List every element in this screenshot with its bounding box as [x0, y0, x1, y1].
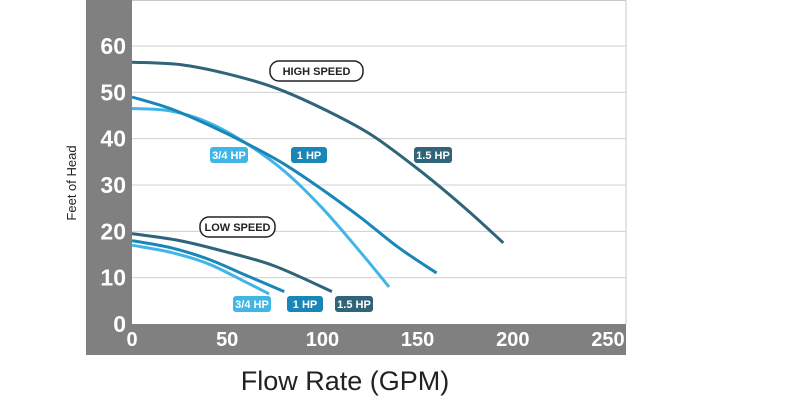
series-lines [131, 60, 505, 296]
svg-text:LOW SPEED: LOW SPEED [204, 222, 270, 234]
low-speed-series-1 [131, 239, 285, 293]
high-speed-series-2 [131, 60, 505, 245]
x-tick-label: 150 [401, 329, 434, 351]
y-tick-label: 50 [100, 79, 126, 105]
svg-text:1.5 HP: 1.5 HP [416, 150, 450, 162]
svg-text:3/4 HP: 3/4 HP [212, 150, 246, 162]
high-1-5hp-tag: 1.5 HP [414, 147, 452, 163]
x-tick-labels: 0 50 100 150 200 250 [126, 329, 624, 351]
gridlines [132, 45, 626, 279]
y-tick-label: 10 [100, 265, 126, 291]
x-tick-label: 50 [216, 329, 238, 351]
low-speed-series-0 [131, 243, 270, 296]
svg-text:1 HP: 1 HP [293, 299, 317, 311]
y-tick-label: 20 [100, 218, 126, 244]
low-speed-label: LOW SPEED [199, 216, 276, 238]
x-axis-band [86, 324, 626, 355]
y-axis-band [86, 0, 132, 355]
y-tick-labels: 0 10 20 30 40 50 60 [100, 33, 126, 337]
x-axis-label: Flow Rate (GPM) [241, 366, 450, 396]
svg-text:1.5 HP: 1.5 HP [337, 299, 371, 311]
svg-text:3/4 HP: 3/4 HP [235, 299, 269, 311]
high-speed-series-0 [131, 107, 391, 288]
svg-text:HIGH SPEED: HIGH SPEED [283, 66, 351, 78]
y-tick-label: 30 [100, 172, 126, 198]
high-1hp-tag: 1 HP [291, 147, 327, 163]
y-tick-label: 0 [113, 311, 126, 337]
svg-text:1 HP: 1 HP [297, 150, 321, 162]
y-axis-label: Feet of Head [64, 145, 79, 220]
x-tick-label: 200 [496, 329, 529, 351]
high-3-4hp-tag: 3/4 HP [210, 147, 248, 163]
low-1-5hp-tag: 1.5 HP [335, 296, 373, 312]
x-tick-label: 250 [591, 329, 624, 351]
y-tick-label: 40 [100, 126, 126, 152]
x-tick-label: 0 [126, 329, 137, 351]
high-speed-series-1 [131, 95, 438, 275]
high-speed-label: HIGH SPEED [269, 60, 364, 82]
low-speed-series-2 [131, 232, 333, 293]
y-tick-label: 60 [100, 33, 126, 59]
low-1hp-tag: 1 HP [287, 296, 323, 312]
x-tick-label: 100 [306, 329, 339, 351]
low-3-4hp-tag: 3/4 HP [233, 296, 271, 312]
